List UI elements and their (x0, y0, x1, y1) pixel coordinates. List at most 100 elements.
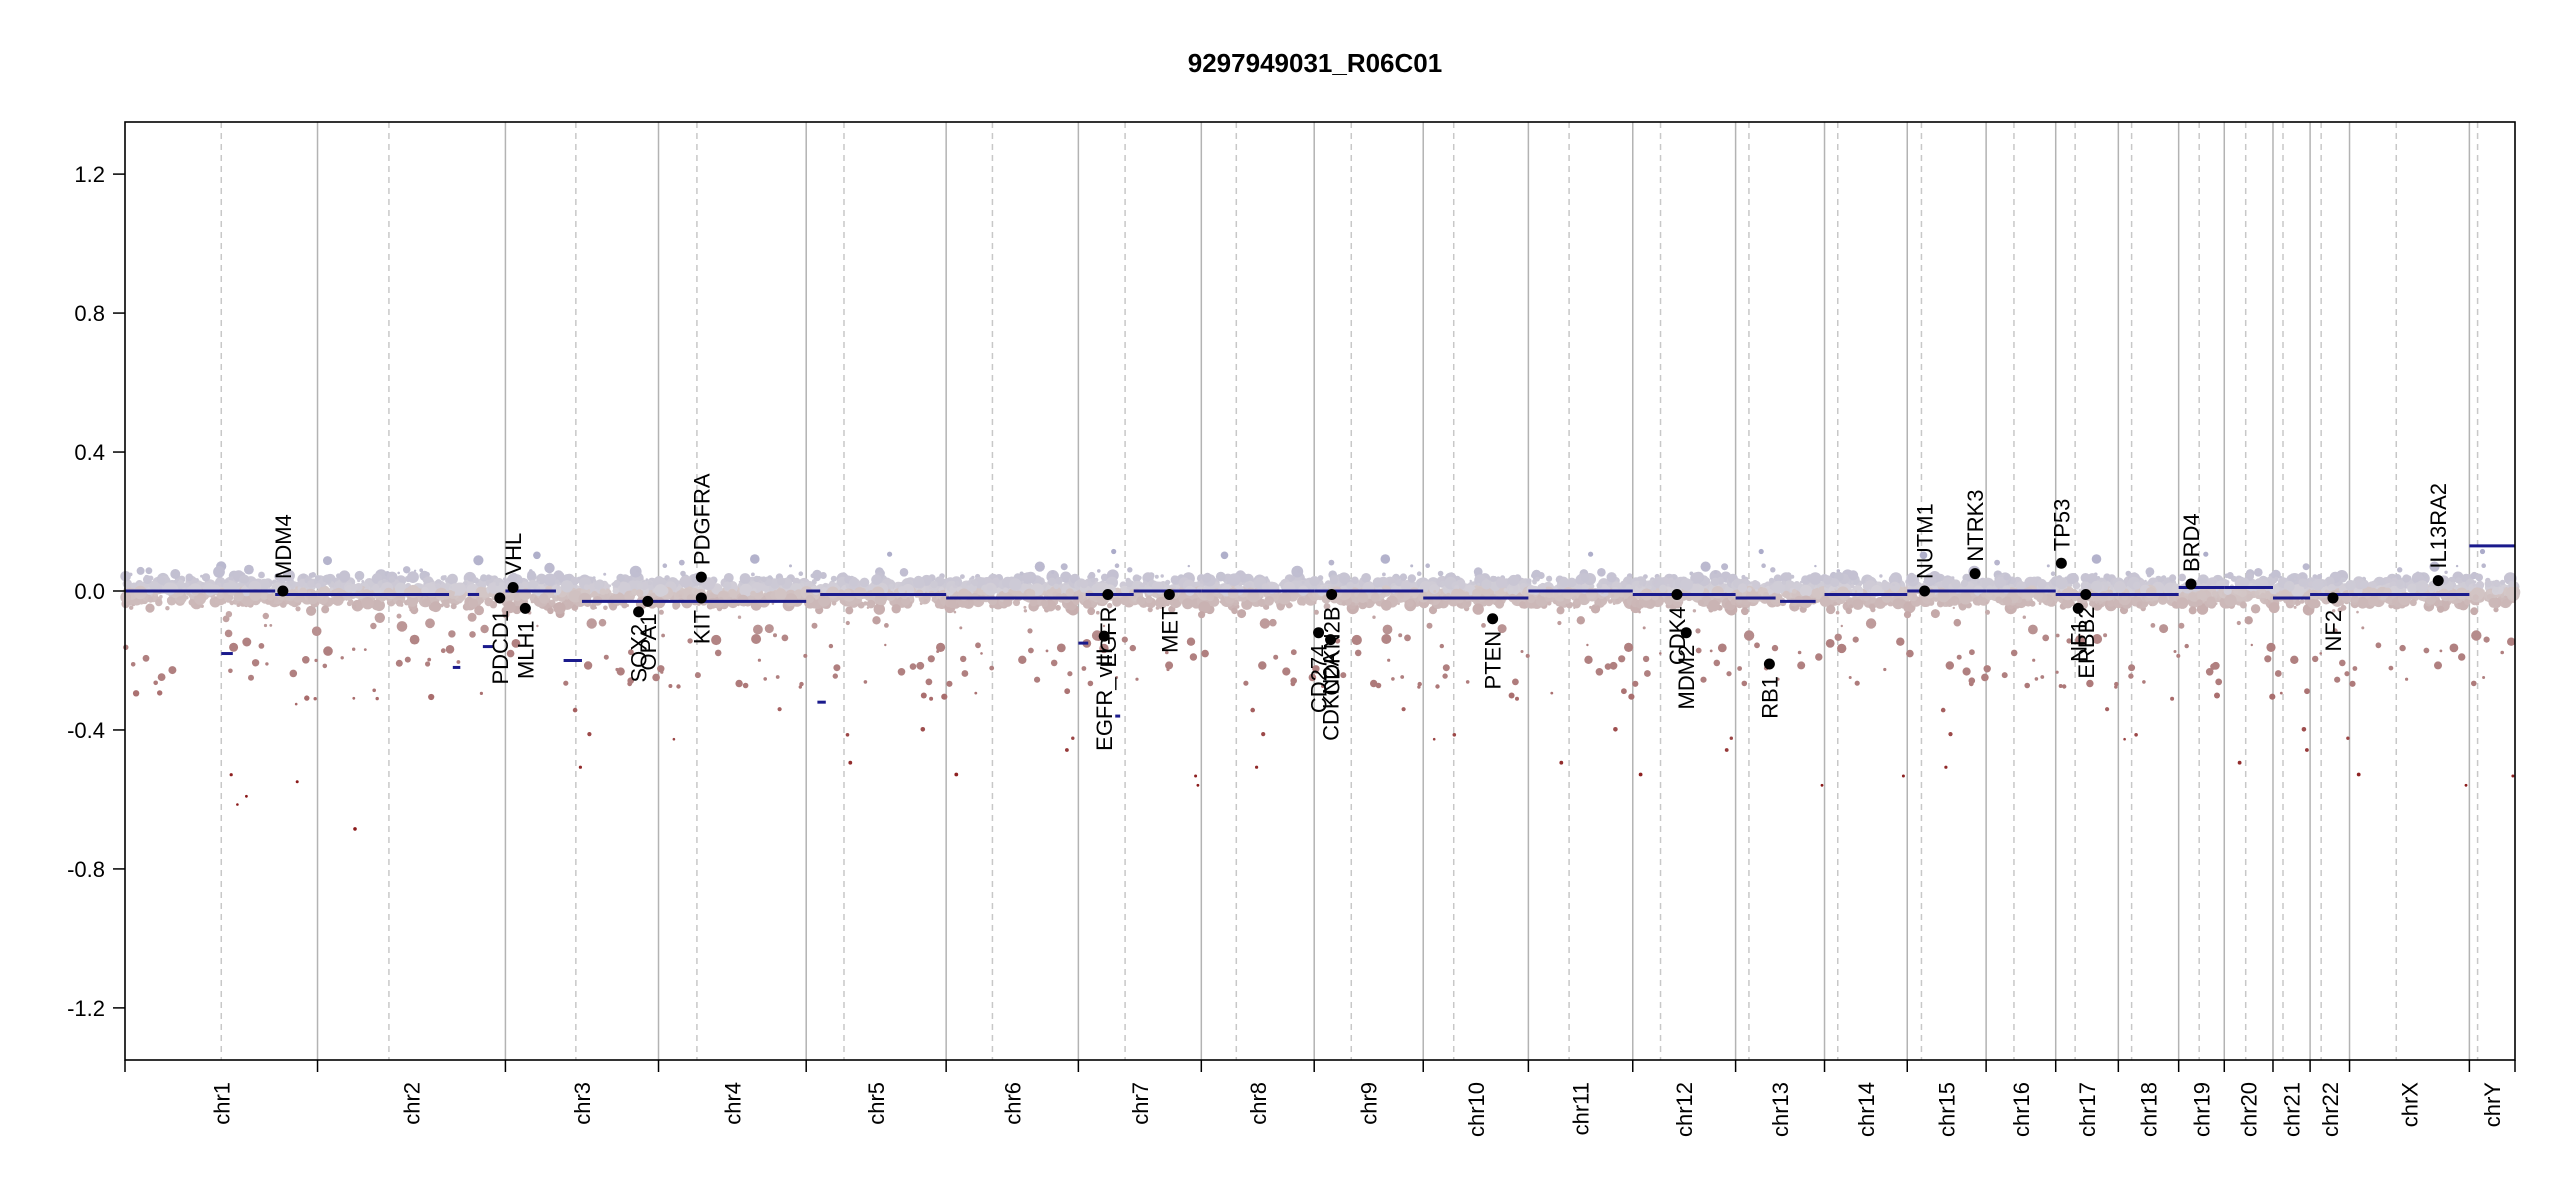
probe-point (833, 664, 841, 672)
probe-point (2250, 643, 2253, 647)
probe-point (1559, 578, 1569, 587)
probe-point (598, 618, 607, 627)
probe-point (961, 670, 969, 677)
probe-point (1397, 592, 1405, 600)
probe-point (1790, 574, 1795, 579)
probe-point (2091, 554, 2102, 564)
probe-point (1046, 589, 1053, 596)
probe-point (2055, 577, 2068, 590)
probe-point (1132, 574, 1141, 583)
probe-point (1297, 596, 1306, 606)
probe-point (947, 599, 957, 609)
probe-point (395, 659, 403, 667)
probe-point (1580, 573, 1590, 583)
probe-point (2226, 572, 2234, 579)
probe-point (1512, 678, 1519, 686)
probe-point (959, 626, 963, 630)
probe-point (1465, 680, 1470, 684)
probe-point (609, 602, 618, 611)
probe-point (2349, 680, 2356, 687)
probe-point (1741, 680, 1748, 687)
probe-point (302, 656, 310, 664)
probe-point (168, 666, 177, 675)
probe-point (1416, 571, 1422, 576)
probe-point (480, 624, 489, 634)
probe-point (771, 602, 775, 605)
probe-point (1343, 576, 1346, 580)
probe-point (214, 598, 220, 604)
probe-point (1815, 653, 1823, 661)
probe-point (295, 606, 301, 612)
probe-point (468, 598, 478, 608)
probe-point (1692, 609, 1697, 613)
probe-point (645, 578, 649, 581)
probe-point (315, 583, 321, 589)
probe-point (1709, 649, 1713, 653)
probe-point (1439, 643, 1445, 649)
probe-point (142, 654, 150, 662)
probe-point (874, 593, 887, 606)
probe-point (449, 586, 453, 589)
probe-point (1370, 593, 1380, 602)
probe-point (751, 634, 762, 644)
probe-point (1644, 670, 1651, 677)
probe-point (1170, 575, 1179, 584)
probe-point (1015, 590, 1022, 597)
probe-point (627, 576, 632, 580)
probe-point (1642, 626, 1646, 630)
probe-point (1959, 592, 1972, 605)
probe-point (258, 578, 270, 590)
probe-point (587, 732, 592, 737)
probe-point (1417, 685, 1421, 689)
probe-point (307, 580, 315, 588)
probe-point (2439, 649, 2443, 653)
probe-point (1400, 675, 1405, 679)
probe-point (277, 575, 284, 581)
probe-point (1055, 604, 1061, 611)
probe-point (603, 572, 607, 576)
probe-point (1852, 598, 1864, 610)
probe-point (372, 584, 380, 592)
probe-point (1301, 580, 1305, 584)
probe-point (2178, 622, 2185, 629)
probe-point (572, 707, 578, 713)
probe-point (503, 601, 516, 614)
probe-point (2050, 571, 2056, 576)
probe-point (2293, 577, 2297, 581)
probe-point (2089, 600, 2095, 607)
probe-point (2188, 592, 2197, 601)
probe-point (236, 803, 239, 806)
probe-point (447, 573, 458, 585)
probe-point (537, 580, 541, 584)
probe-point (1140, 582, 1145, 588)
probe-point (929, 696, 934, 701)
probe-point (1556, 606, 1565, 615)
probe-point (555, 585, 560, 591)
probe-point (1905, 583, 1909, 587)
probe-point (530, 600, 534, 604)
probe-point (811, 622, 818, 629)
probe-point (1456, 604, 1460, 607)
probe-point (2173, 650, 2177, 653)
probe-point (2312, 579, 2324, 591)
probe-point (777, 707, 782, 712)
probe-point (396, 621, 408, 632)
probe-point (136, 566, 145, 575)
probe-point (350, 595, 353, 599)
probe-point (321, 605, 330, 614)
probe-point (263, 623, 268, 628)
probe-point (244, 564, 254, 575)
probe-point (1071, 736, 1075, 740)
probe-point (1372, 615, 1376, 619)
probe-point (1771, 644, 1779, 652)
probe-point (722, 581, 732, 590)
probe-point (737, 615, 742, 619)
probe-point (371, 599, 383, 611)
probe-point (1721, 563, 1729, 571)
probe-point (2302, 563, 2310, 571)
probe-point (781, 634, 789, 642)
probe-point (563, 574, 571, 582)
probe-point (604, 595, 608, 599)
probe-point (1399, 573, 1408, 581)
probe-point (832, 673, 838, 679)
